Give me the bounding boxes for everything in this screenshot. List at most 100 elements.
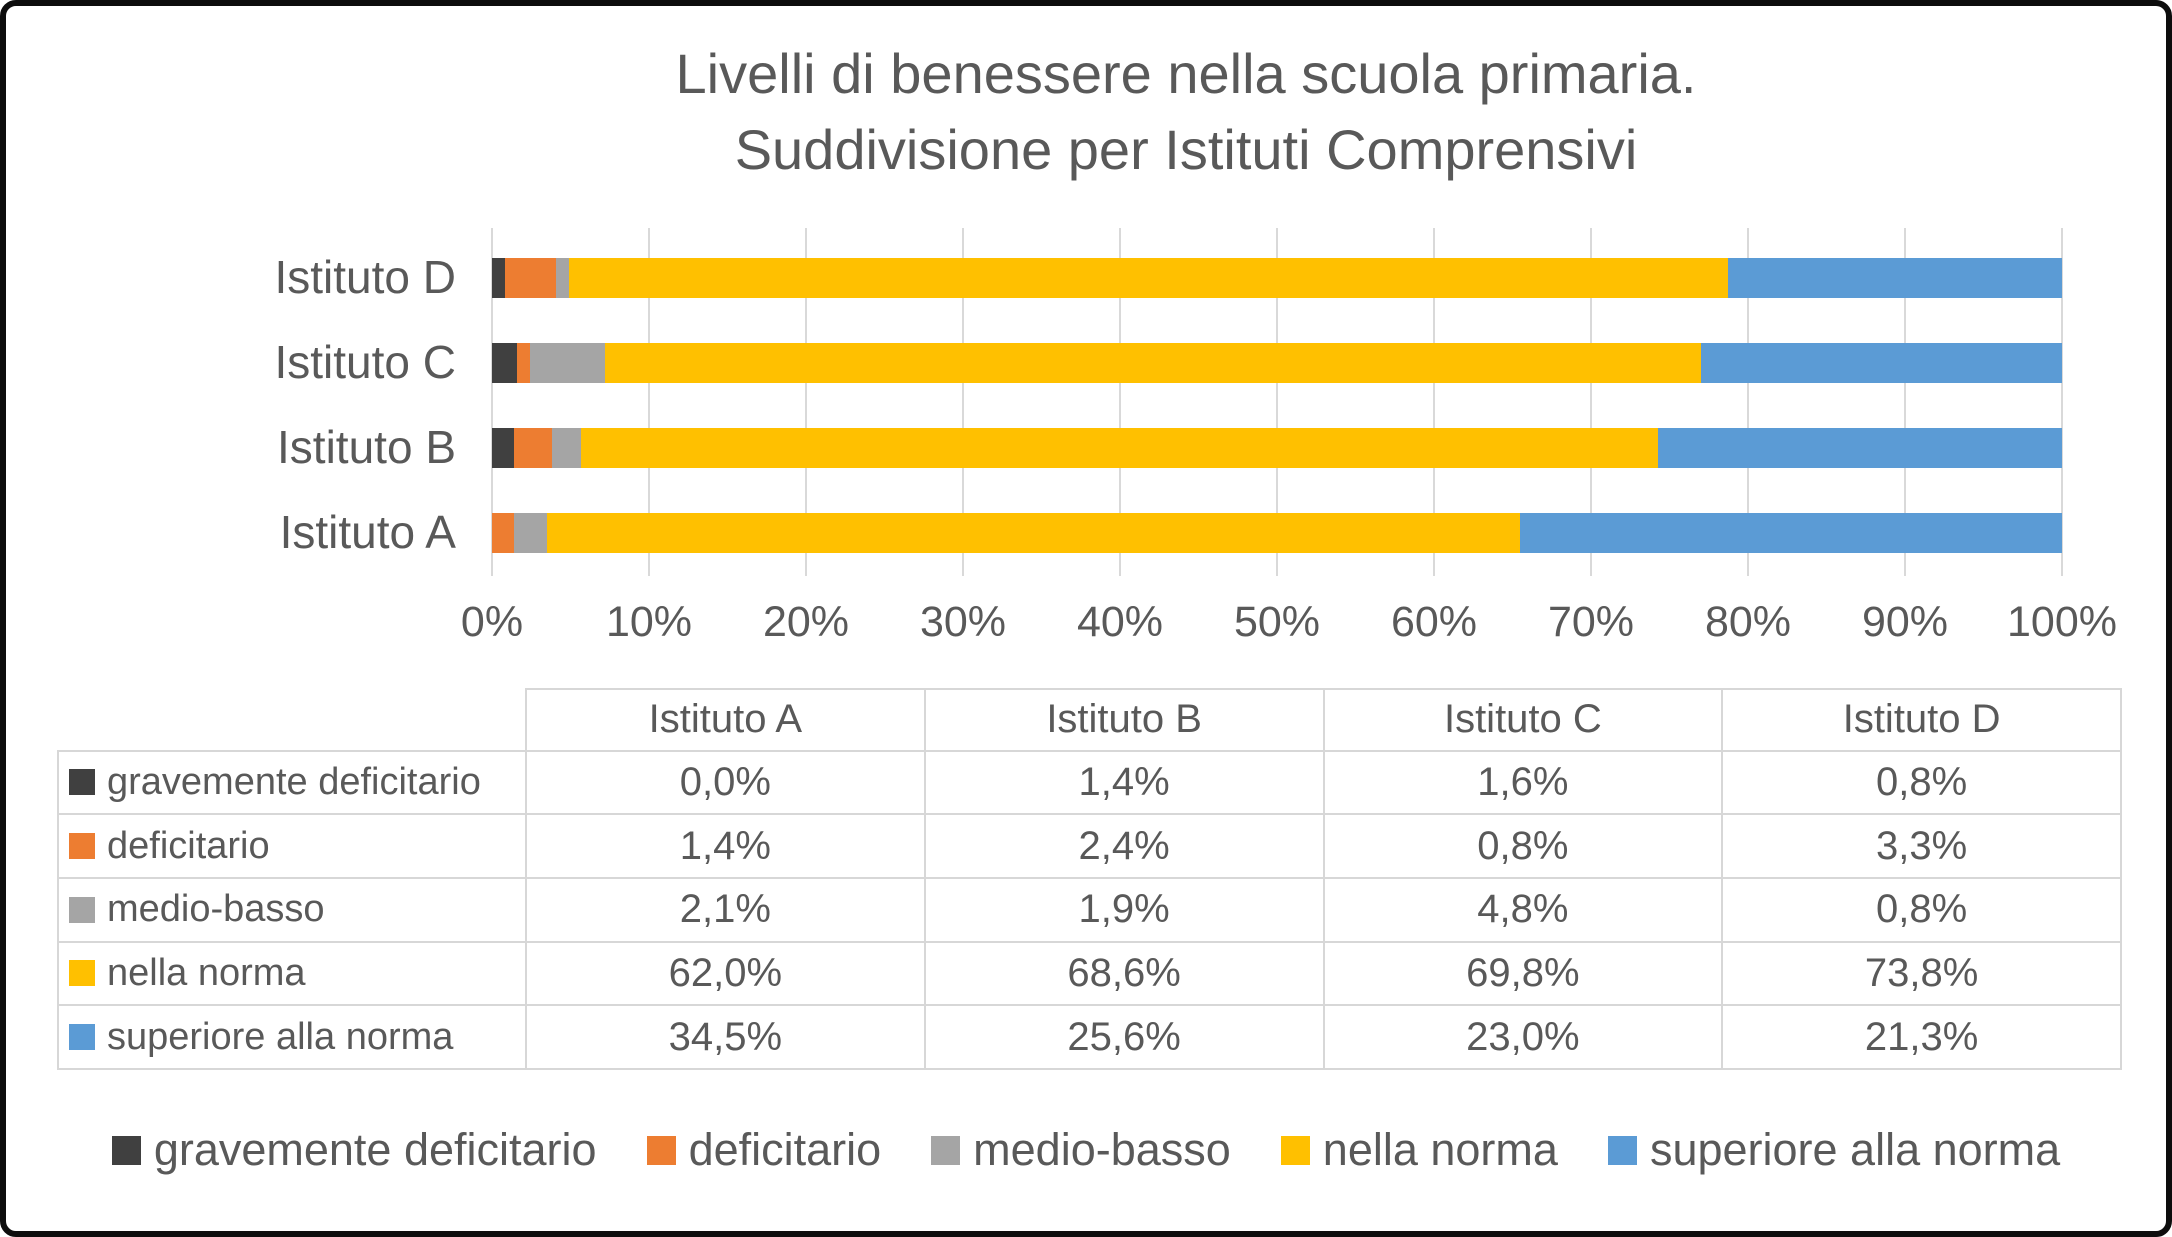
- table-cell-deficitario-istituto-c: 0,8%: [1324, 815, 1724, 879]
- gridline-50%: [1276, 228, 1278, 576]
- legend-item-superiore-alla-norma: superiore alla norma: [1607, 1124, 2061, 1176]
- x-axis-tick-label-70%: 70%: [1547, 598, 1635, 646]
- bar-segment-nella-norma: [546, 513, 1521, 553]
- legend-item-medio-basso: medio-basso: [931, 1124, 1231, 1176]
- bar-segment-superiore-alla-norma: [1658, 428, 2062, 468]
- bar-segment-medio-basso: [529, 343, 606, 383]
- bar-segment-superiore-alla-norma: [1727, 258, 2062, 298]
- category-label-istituto-a: Istituto A: [279, 506, 456, 558]
- bar-istituto-d: [492, 258, 2062, 298]
- legend-swatch-medio-basso: [931, 1135, 961, 1165]
- table-cell-medio-basso-istituto-c: 4,8%: [1324, 879, 1724, 943]
- bar-istituto-a: [492, 513, 2062, 553]
- bar-segment-nella-norma: [568, 258, 1728, 298]
- legend-label-deficitario: deficitario: [688, 1124, 882, 1175]
- table-row-label-medio-basso: medio-basso: [57, 879, 527, 943]
- x-axis-tick-label-40%: 40%: [1076, 598, 1164, 646]
- table-row-label-text: nella norma: [107, 951, 306, 994]
- data-table: Istituto A Istituto B Istituto C Istituto D…: [57, 688, 2122, 1070]
- table-cell-gravemente-deficitario-istituto-a: 0,0%: [527, 751, 926, 816]
- table-cell-gravemente-deficitario-istituto-d: 0,8%: [1723, 751, 2122, 816]
- bar-istituto-c: [492, 343, 2062, 383]
- gridline-60%: [1433, 228, 1435, 576]
- chart-title-line-1: Livelli di benessere nella scuola primar…: [675, 42, 1697, 105]
- table-cell-superiore-alla-norma-istituto-c: 23,0%: [1324, 1006, 1724, 1070]
- table-cell-medio-basso-istituto-a: 2,1%: [527, 879, 926, 943]
- table-header-istituto-c: Istituto C: [1324, 688, 1724, 752]
- series-swatch-superiore-alla-norma: [69, 1024, 95, 1051]
- table-row-label-superiore-alla-norma: superiore alla norma: [57, 1006, 527, 1070]
- table-row-label-text: deficitario: [107, 824, 270, 867]
- bar-segment-deficitario: [504, 258, 557, 298]
- table-row-label-text: medio-basso: [107, 888, 325, 931]
- bar-segment-medio-basso: [556, 258, 569, 298]
- table-cell-superiore-alla-norma-istituto-b: 25,6%: [925, 1006, 1325, 1070]
- table-cell-deficitario-istituto-d: 3,3%: [1723, 815, 2122, 879]
- series-swatch-gravemente-deficitario: [69, 769, 95, 796]
- table-cell-superiore-alla-norma-istituto-a: 34,5%: [527, 1006, 926, 1070]
- bar-istituto-b: [492, 428, 2062, 468]
- legend-swatch-deficitario: [646, 1135, 676, 1165]
- table-cell-superiore-alla-norma-istituto-d: 21,3%: [1723, 1006, 2122, 1070]
- x-axis-tick-label-60%: 60%: [1390, 598, 1478, 646]
- legend-label-superiore-alla-norma: superiore alla norma: [1649, 1124, 2061, 1175]
- legend-label-nella-norma: nella norma: [1322, 1124, 1558, 1175]
- category-label-istituto-c: Istituto C: [274, 336, 456, 388]
- legend-swatch-gravemente-deficitario: [111, 1135, 141, 1165]
- chart-legend: gravemente deficitario deficitario medio-b…: [6, 1124, 2166, 1176]
- series-swatch-medio-basso: [69, 896, 95, 923]
- x-axis-tick-label-0%: 0%: [460, 598, 524, 646]
- legend-item-deficitario: deficitario: [646, 1124, 882, 1176]
- series-swatch-nella-norma: [69, 960, 95, 987]
- chart-title: Livelli di benessere nella scuola primar…: [286, 36, 2086, 188]
- x-axis-tick-label-50%: 50%: [1233, 598, 1321, 646]
- plot-area: [491, 228, 2063, 576]
- bar-segment-superiore-alla-norma: [1700, 343, 2062, 383]
- bar-segment-gravemente-deficitario: [492, 428, 514, 468]
- table-header-istituto-d: Istituto D: [1723, 688, 2122, 752]
- gridline-20%: [805, 228, 807, 576]
- bar-segment-deficitario: [492, 513, 514, 553]
- table-header-istituto-b: Istituto B: [925, 688, 1325, 752]
- legend-item-nella-norma: nella norma: [1280, 1124, 1558, 1176]
- table-cell-medio-basso-istituto-d: 0,8%: [1723, 879, 2122, 943]
- gridline-70%: [1590, 228, 1592, 576]
- legend-swatch-superiore-alla-norma: [1607, 1135, 1637, 1165]
- gridline-80%: [1747, 228, 1749, 576]
- table-row-label-text: superiore alla norma: [107, 1015, 454, 1058]
- legend-label-medio-basso: medio-basso: [973, 1124, 1231, 1175]
- x-axis-tick-label-20%: 20%: [762, 598, 850, 646]
- x-axis-tick-label-30%: 30%: [919, 598, 1007, 646]
- x-axis-tick-label-80%: 80%: [1704, 598, 1792, 646]
- table-cell-nella-norma-istituto-c: 69,8%: [1324, 942, 1724, 1007]
- table-cell-deficitario-istituto-b: 2,4%: [925, 815, 1325, 879]
- legend-swatch-nella-norma: [1280, 1135, 1310, 1165]
- table-corner-cell: [57, 688, 527, 752]
- bar-segment-medio-basso: [513, 513, 547, 553]
- gridline-30%: [962, 228, 964, 576]
- bar-segment-gravemente-deficitario: [492, 258, 505, 298]
- bar-segment-gravemente-deficitario: [492, 343, 518, 383]
- table-cell-nella-norma-istituto-d: 73,8%: [1723, 942, 2122, 1007]
- bar-segment-nella-norma: [605, 343, 1701, 383]
- bar-segment-superiore-alla-norma: [1520, 513, 2062, 553]
- table-cell-nella-norma-istituto-a: 62,0%: [527, 942, 926, 1007]
- x-axis-tick-label-10%: 10%: [605, 598, 693, 646]
- table-cell-nella-norma-istituto-b: 68,6%: [925, 942, 1325, 1007]
- table-cell-gravemente-deficitario-istituto-c: 1,6%: [1324, 751, 1724, 816]
- gridline-90%: [1904, 228, 1906, 576]
- legend-item-gravemente-deficitario: gravemente deficitario: [111, 1124, 597, 1176]
- legend-label-gravemente-deficitario: gravemente deficitario: [153, 1124, 597, 1175]
- table-cell-deficitario-istituto-a: 1,4%: [527, 815, 926, 879]
- table-row-label-text: gravemente deficitario: [107, 760, 481, 803]
- x-axis-tick-label-90%: 90%: [1861, 598, 1949, 646]
- gridline-40%: [1119, 228, 1121, 576]
- table-row-label-gravemente-deficitario: gravemente deficitario: [57, 751, 527, 816]
- bar-segment-deficitario: [517, 343, 530, 383]
- category-label-istituto-b: Istituto B: [277, 421, 456, 473]
- table-row-label-nella-norma: nella norma: [57, 942, 527, 1007]
- bar-segment-nella-norma: [581, 428, 1659, 468]
- table-cell-medio-basso-istituto-b: 1,9%: [925, 879, 1325, 943]
- category-label-istituto-d: Istituto D: [274, 251, 456, 303]
